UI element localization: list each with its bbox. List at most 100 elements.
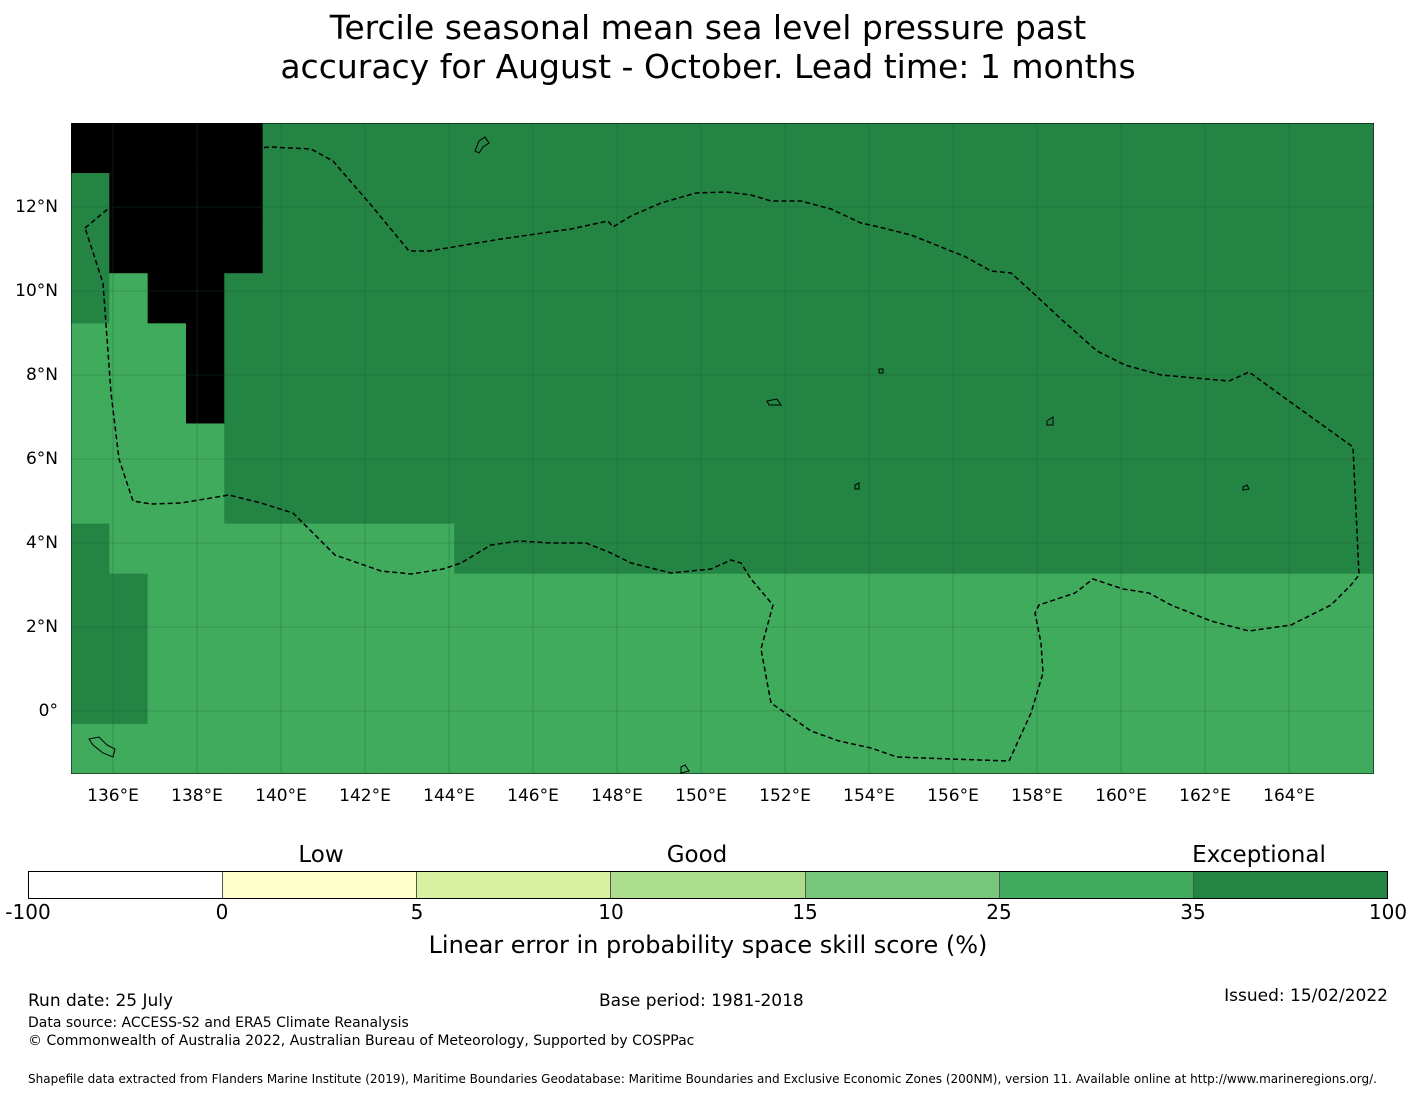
skill-cell (262, 323, 302, 374)
skill-cell (454, 673, 494, 725)
skill-cell (377, 173, 417, 224)
skill-cell (1259, 473, 1298, 525)
skill-cell (415, 173, 455, 224)
colorbar-category-low: Low (298, 842, 344, 868)
skill-cell (71, 723, 110, 774)
skill-cell (645, 273, 685, 324)
skill-cell (262, 623, 302, 675)
skill-cell (1029, 123, 1069, 174)
skill-cell (760, 373, 800, 425)
skill-cell (339, 123, 379, 174)
skill-cell (760, 723, 800, 774)
skill-cell (914, 723, 954, 774)
skill-cell (1335, 273, 1374, 324)
skill-cell (1144, 473, 1183, 525)
skill-cell (875, 473, 915, 525)
skill-cell (109, 673, 149, 725)
lat-label: 6°N (25, 449, 58, 469)
skill-cell (224, 723, 264, 774)
skill-cell (224, 173, 264, 224)
skill-cell (1220, 323, 1260, 374)
skill-cell (1182, 523, 1222, 575)
skill-cell (415, 373, 455, 425)
skill-cell (530, 523, 570, 575)
skill-cell (914, 173, 954, 224)
skill-cell (607, 123, 647, 174)
skill-cell (1144, 223, 1183, 274)
skill-cell (799, 423, 839, 475)
title-line-1: Tercile seasonal mean sea level pressure… (329, 8, 1087, 47)
skill-cell (1105, 473, 1145, 525)
skill-grid-cells (71, 123, 1374, 774)
skill-cell (760, 173, 800, 224)
skill-cell (1029, 373, 1069, 425)
skill-cell (339, 623, 379, 675)
lon-label: 142°E (339, 786, 391, 806)
skill-cell (300, 323, 340, 374)
skill-cell (185, 223, 225, 274)
skill-cell (722, 323, 762, 374)
skill-cell (645, 723, 685, 774)
colorbar-segment (417, 872, 612, 898)
skill-cell (339, 173, 379, 224)
skill-cell (952, 623, 992, 675)
skill-cell (645, 123, 685, 174)
skill-cell (645, 173, 685, 224)
skill-cell (914, 573, 954, 625)
skill-cell (1259, 523, 1298, 575)
skill-cell (530, 573, 570, 625)
skill-cell (760, 123, 800, 174)
skill-cell (837, 223, 877, 274)
skill-cell (990, 123, 1030, 174)
skill-cell (109, 273, 149, 324)
skill-cell (1297, 423, 1337, 475)
skill-cell (530, 123, 570, 174)
skill-cell (875, 673, 915, 725)
skill-cell (300, 423, 340, 475)
lat-label: 10°N (15, 281, 58, 301)
skill-cell (799, 623, 839, 675)
skill-cell (990, 323, 1030, 374)
skill-cell (1297, 723, 1337, 774)
skill-cell (722, 423, 762, 475)
skill-cell (1105, 173, 1145, 224)
skill-cell (952, 273, 992, 324)
skill-cell (1105, 523, 1145, 575)
colorbar-segment (999, 872, 1194, 898)
skill-cell (147, 523, 187, 575)
skill-cell (799, 323, 839, 374)
skill-cell (684, 173, 724, 224)
skill-cell (454, 473, 494, 525)
colorbar-category-good: Good (666, 842, 728, 868)
skill-cell (1297, 673, 1337, 725)
skill-cell (71, 673, 110, 725)
skill-cell (1335, 423, 1374, 475)
skill-cell (109, 473, 149, 525)
skill-cell (377, 473, 417, 525)
skill-cell (1029, 573, 1069, 625)
skill-cell (147, 173, 187, 224)
skill-cell (1105, 223, 1145, 274)
skill-cell (377, 373, 417, 425)
skill-cell (607, 223, 647, 274)
skill-cell (607, 473, 647, 525)
skill-cell (454, 623, 494, 675)
lon-label: 146°E (507, 786, 559, 806)
skill-cell (645, 573, 685, 625)
skill-cell (262, 223, 302, 274)
skill-cell (875, 373, 915, 425)
skill-cell (914, 623, 954, 675)
skill-cell (799, 273, 839, 324)
skill-cell (952, 123, 992, 174)
skill-cell (1335, 523, 1374, 575)
skill-cell (990, 473, 1030, 525)
skill-cell (71, 523, 110, 575)
skill-cell (71, 173, 110, 224)
skill-cell (914, 273, 954, 324)
skill-cell (415, 723, 455, 774)
skill-cell (1182, 673, 1222, 725)
skill-cell (185, 173, 225, 224)
skill-cell (1220, 173, 1260, 224)
skill-cell (952, 373, 992, 425)
skill-cell (760, 473, 800, 525)
